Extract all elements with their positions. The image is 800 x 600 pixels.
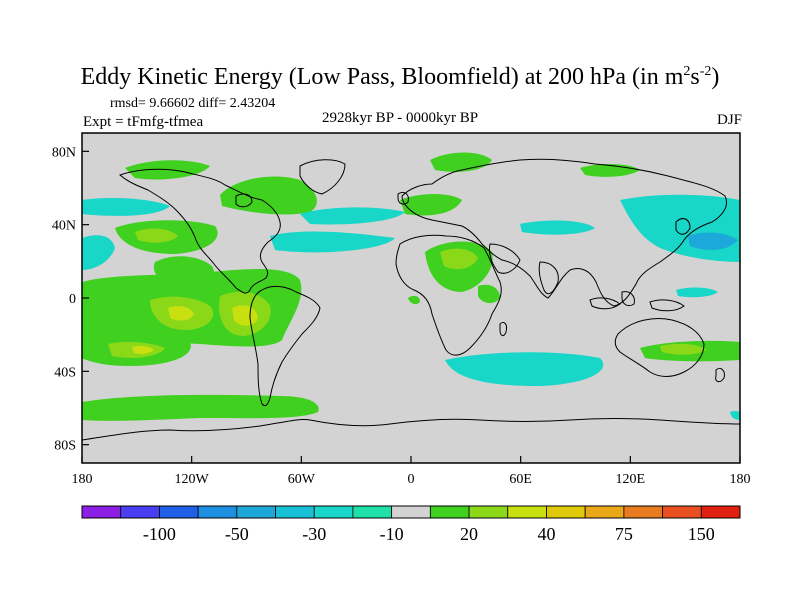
colorbar-label: -30	[302, 524, 326, 544]
colorbar-swatch	[662, 505, 702, 519]
anomaly-patch	[408, 295, 420, 305]
anomaly-patch	[660, 343, 706, 355]
coastline-japan	[675, 218, 691, 235]
colorbar-swatch	[507, 505, 547, 519]
anomaly-patch	[445, 352, 604, 386]
colorbar-swatch	[81, 505, 122, 519]
coastline-australia	[614, 318, 705, 377]
lat-tick-label: 0	[69, 292, 76, 307]
colorbar-swatch	[391, 505, 431, 519]
anomaly-patch	[400, 194, 462, 216]
anomaly-fields	[82, 152, 740, 421]
lon-tick-label: 60E	[509, 472, 532, 487]
coastline-north-america	[119, 168, 281, 294]
coastline-arabia	[489, 243, 521, 274]
colorbar-swatch	[236, 505, 276, 519]
coastline-eurasia	[401, 158, 727, 307]
colorbar-label: 20	[460, 524, 478, 544]
colorbar-swatch	[623, 505, 663, 519]
lat-tick-label: 80N	[52, 145, 76, 160]
coastline-indonesia	[589, 297, 621, 310]
colorbar-label: -50	[225, 524, 249, 544]
period-label: 2928kyr BP - 0000kyr BP	[321, 110, 479, 126]
anomaly-patch	[688, 232, 738, 250]
anomaly-patch	[168, 306, 194, 321]
colorbar-swatch	[584, 505, 625, 519]
rmsd-diff-text: rmsd= 9.66602 diff= 2.43204	[110, 96, 276, 111]
coastline-new-zealand	[715, 367, 725, 383]
latitude-axis: 80N 40N 0 40S 80S	[52, 145, 89, 454]
lon-tick-label: 180	[72, 472, 93, 487]
coastline-india	[538, 261, 559, 295]
lat-tick-label: 40S	[54, 365, 76, 380]
colorbar-swatch	[275, 505, 315, 519]
coastline-antarctica	[82, 418, 740, 441]
anomaly-patch	[135, 228, 178, 243]
experiment-label: Expt = tFmfg-tfmea	[83, 114, 204, 130]
colorbar-label: -100	[143, 524, 176, 544]
coastline-greenland	[299, 159, 346, 195]
lon-tick-label: 0	[408, 472, 415, 487]
colorbar-swatch	[700, 505, 741, 519]
colorbar-label: -10	[380, 524, 404, 544]
colorbar-swatch	[120, 505, 160, 519]
season-label: DJF	[716, 112, 742, 128]
colorbar-frame	[81, 505, 741, 519]
anomaly-patch	[220, 176, 317, 215]
anomaly-patch	[82, 235, 115, 270]
chart-title: Eddy Kinetic Energy (Low Pass, Bloomfiel…	[80, 64, 720, 90]
coastline-africa	[395, 234, 502, 356]
lat-tick-label: 40N	[52, 219, 76, 234]
colorbar-label: 150	[688, 524, 715, 544]
anomaly-patch	[82, 198, 170, 216]
colorbar-swatch	[546, 505, 586, 519]
colorbar-swatch	[197, 505, 238, 519]
colorbar-label: 40	[537, 524, 555, 544]
anomaly-patch	[270, 231, 395, 253]
anomaly-patch	[300, 207, 405, 225]
colorbar-label: 75	[615, 524, 633, 544]
lon-tick-label: 60W	[288, 472, 316, 487]
colorbar-swatch	[429, 505, 470, 519]
anomaly-patch	[520, 220, 595, 235]
colorbar-swatch	[313, 505, 354, 519]
coastlines	[82, 158, 740, 441]
lon-tick-label: 120E	[616, 472, 646, 487]
anomaly-patch	[82, 394, 319, 421]
anomaly-patch	[676, 287, 718, 298]
coastline-borneo	[621, 291, 635, 307]
coastline-hudson	[235, 193, 253, 208]
coastline-madagascar	[499, 321, 507, 337]
anomaly-patch	[440, 248, 478, 270]
anomaly-patch	[478, 284, 500, 304]
lat-tick-label: 80S	[54, 439, 76, 454]
colorbar-swatch	[352, 505, 393, 519]
colorbar-swatch	[159, 505, 199, 519]
coastline-south-america	[249, 285, 321, 407]
anomaly-patch	[232, 305, 258, 326]
anomaly-patch	[132, 346, 154, 354]
longitude-axis: 180 120W 60W 0 60E 120E 180	[72, 456, 751, 487]
colorbar-labels: -100 -50 -30 -10 20 40 75 150	[143, 524, 715, 544]
coastline-new-guinea	[649, 299, 685, 312]
colorbar-swatch	[468, 505, 509, 519]
lon-tick-label: 180	[730, 472, 751, 487]
coastline-british-isles	[397, 191, 409, 205]
anomaly-patch	[730, 410, 740, 420]
lon-tick-label: 120W	[175, 472, 210, 487]
colorbar	[81, 505, 741, 519]
